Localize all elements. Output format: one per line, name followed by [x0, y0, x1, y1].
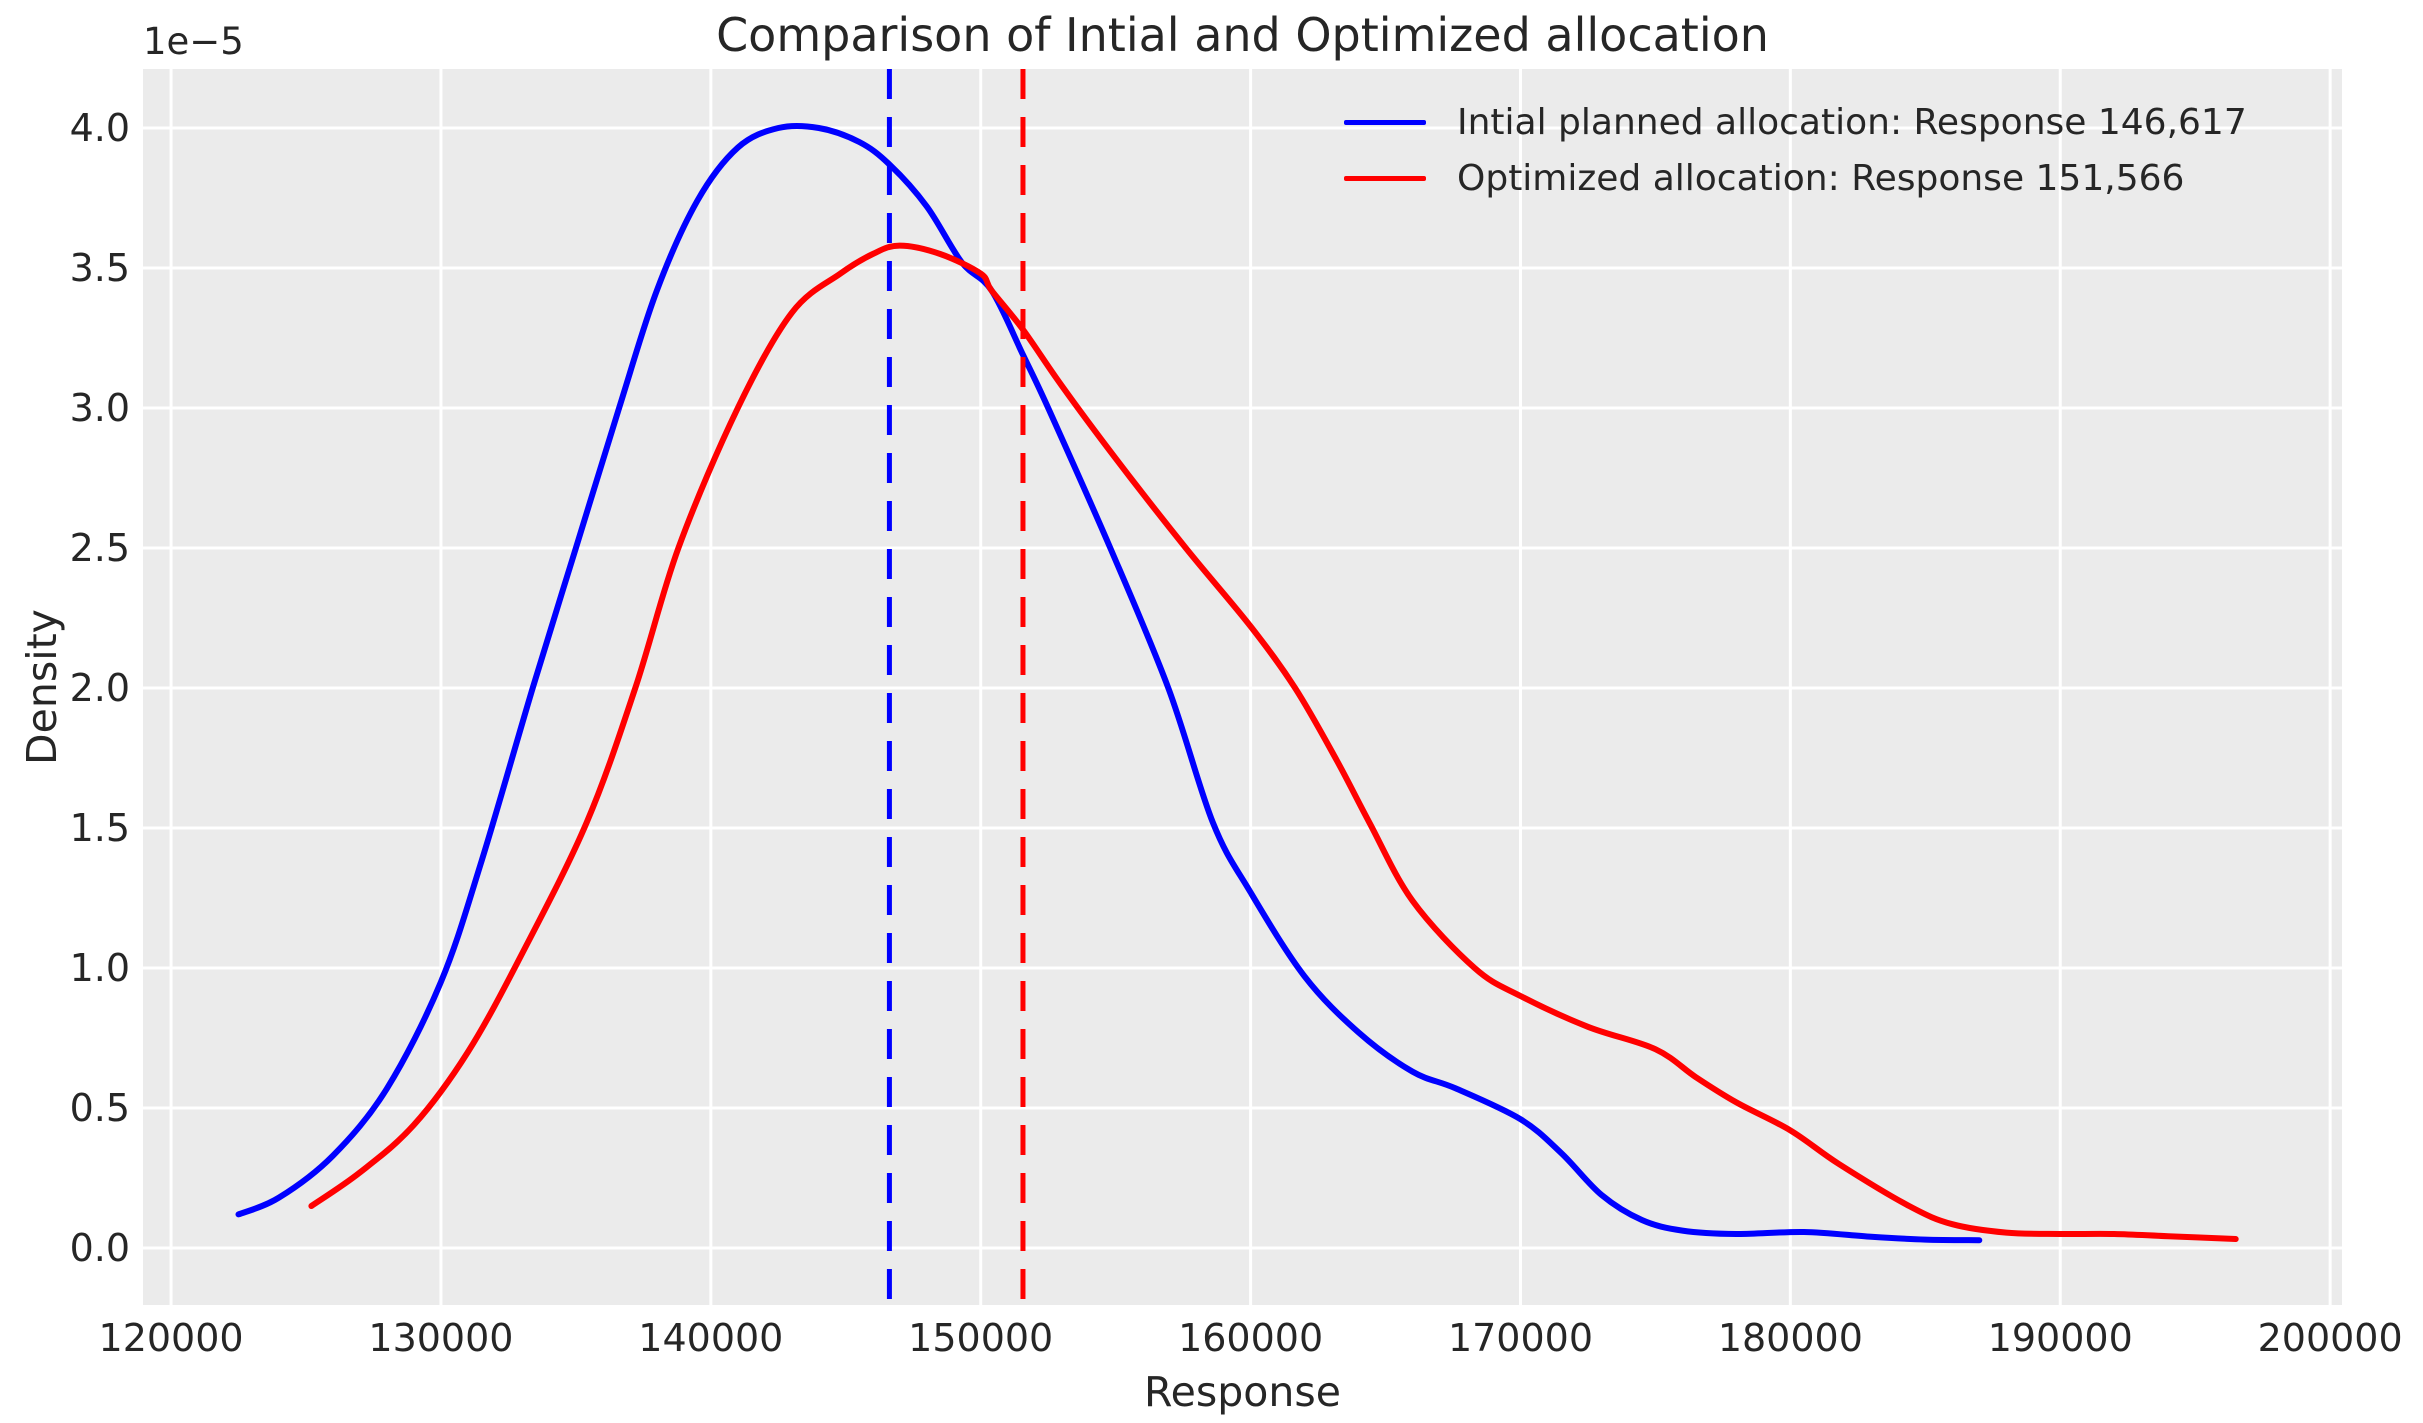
kde-curve-optimized: [308, 242, 2239, 1242]
x-tick-label: 190000: [1987, 1316, 2133, 1360]
legend-label-initial: Intial planned allocation: Response 146,…: [1457, 101, 2247, 143]
legend-item-optimized: Optimized allocation: Response 151,566: [1344, 150, 2247, 206]
y-tick-label: 1.5: [69, 805, 130, 850]
x-tick-label: 140000: [638, 1316, 784, 1360]
x-tick-label: 180000: [1717, 1316, 1863, 1360]
x-tick-label: 200000: [2257, 1316, 2403, 1360]
y-tick-label: 0.5: [69, 1085, 130, 1130]
y-tick-label: 3.0: [69, 385, 130, 430]
y-tick-label: 0.0: [69, 1225, 130, 1270]
y-tick-label: 1.0: [69, 945, 130, 990]
x-tick-label: 120000: [98, 1316, 244, 1360]
y-tick-label: 3.5: [69, 245, 130, 290]
legend-line-optimized: [1344, 175, 1426, 181]
x-tick-label: 130000: [368, 1316, 514, 1360]
legend-line-initial: [1344, 119, 1426, 125]
x-tick-label: 170000: [1447, 1316, 1593, 1360]
kde-curve-initial: [235, 122, 1983, 1244]
y-tick-label: 4.0: [69, 105, 130, 150]
x-tick-label: 160000: [1178, 1316, 1324, 1360]
legend-item-initial: Intial planned allocation: Response 146,…: [1344, 94, 2247, 150]
x-tick-label: 150000: [908, 1316, 1054, 1360]
chart-title: Comparison of Intial and Optimized alloc…: [716, 8, 1769, 62]
legend-label-optimized: Optimized allocation: Response 151,566: [1457, 157, 2185, 199]
y-tick-label: 2.0: [69, 665, 130, 710]
y-tick-label: 2.5: [69, 525, 130, 570]
legend: Intial planned allocation: Response 146,…: [1344, 94, 2247, 206]
y-axis-offset-label: 1e−5: [143, 20, 244, 63]
x-axis-label: Response: [1144, 1368, 1341, 1416]
